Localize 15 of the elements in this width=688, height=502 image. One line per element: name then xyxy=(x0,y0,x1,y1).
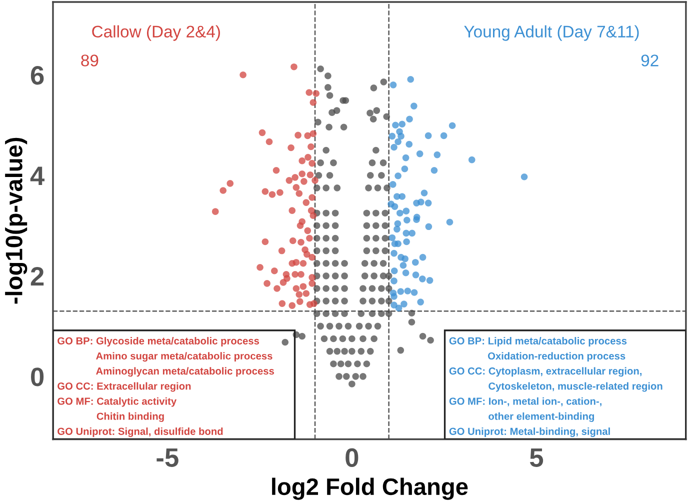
annotation: 92 xyxy=(641,54,658,66)
y-tick-label: 2 xyxy=(30,267,44,286)
annotation: Callow (Day 2&4) xyxy=(92,25,220,41)
annotation: GO BP: Glycoside meta/catabolic process Amino sugar meta/catabolic process Aminoglycan meta/catabolic process GO CC: Extracellular region GO MF: Catalytic activity Chitin binding GO Uniprot: Signal, disulfide bond xyxy=(58,337,274,437)
x-axis-title: log2 Fold Change xyxy=(272,478,468,500)
annotation: GO BP: Lipid meta/catabolic process Oxidation-reduction process GO CC: Cytoplasm, extracellular region, Cytoskeleton, muscle-related region GO MF: Ion-, metal ion-, cation-, other element-binding GO Uniprot: Metal-binding, signal xyxy=(449,337,662,437)
x-tick-label: -5 xyxy=(156,448,178,467)
y-tick-label: 4 xyxy=(30,166,44,185)
x-tick-label: 0 xyxy=(346,448,358,467)
y-tick-label: 6 xyxy=(30,66,44,85)
annotation: Young Adult (Day 7&11) xyxy=(464,25,639,41)
y-tick-label: 0 xyxy=(31,368,44,386)
y-axis-title: -log10(p-value) xyxy=(5,138,28,304)
x-tick-label: 5 xyxy=(530,448,544,467)
annotation: 89 xyxy=(81,54,98,66)
